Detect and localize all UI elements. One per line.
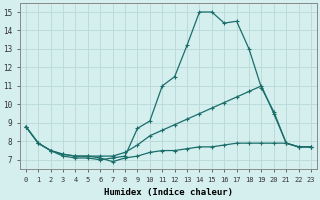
X-axis label: Humidex (Indice chaleur): Humidex (Indice chaleur) <box>104 188 233 197</box>
